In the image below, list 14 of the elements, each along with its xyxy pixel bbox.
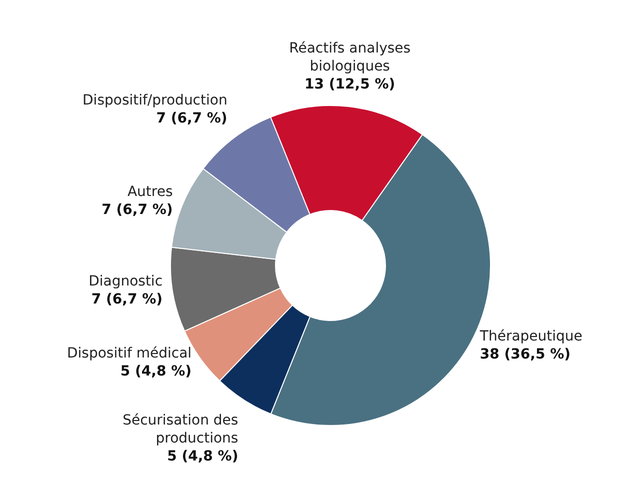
slice-label: Diagnostic bbox=[88, 274, 163, 290]
data-label: 7 (6,7 %) bbox=[91, 292, 163, 308]
data-label: 13 (12,5 %) bbox=[304, 76, 396, 93]
slice-label: Dispositif médical bbox=[66, 345, 192, 362]
slice-label: Autres bbox=[127, 184, 173, 200]
data-label: 5 (4,8 %) bbox=[120, 363, 192, 380]
slice-label: Réactifs analyses biologiques bbox=[289, 40, 411, 75]
slice-label: Thérapeutique bbox=[478, 328, 582, 345]
data-label: 7 (6,7 %) bbox=[102, 202, 173, 218]
slice-label: Dispositif/production bbox=[82, 92, 228, 108]
data-label: 38 (36,5 %) bbox=[480, 346, 571, 363]
data-label: 7 (6,7 %) bbox=[156, 110, 228, 126]
data-label: 5 (4,8 %) bbox=[167, 448, 238, 464]
slice-label: Sécurisation des productions bbox=[122, 412, 238, 446]
